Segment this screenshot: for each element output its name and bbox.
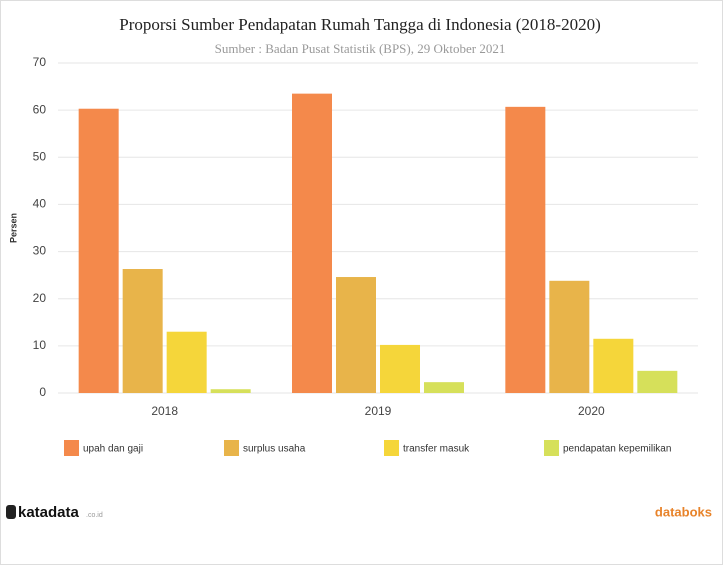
y-tick-label: 40 <box>33 197 47 211</box>
bar <box>424 382 464 393</box>
y-tick-label: 70 <box>33 55 47 69</box>
bar <box>593 338 634 393</box>
y-tick-label: 60 <box>33 102 47 116</box>
y-tick-label: 50 <box>33 149 47 163</box>
bar <box>210 389 251 393</box>
legend-swatch <box>64 440 79 456</box>
x-tick-label: 2020 <box>578 404 605 418</box>
bar <box>166 331 207 393</box>
bar <box>549 280 590 393</box>
left-logo: katadata <box>18 504 80 521</box>
logo-icon <box>6 505 16 519</box>
y-tick-label: 0 <box>39 385 46 399</box>
chart-title: Proporsi Sumber Pendapatan Rumah Tangga … <box>119 15 601 34</box>
left-logo-suffix: .co.id <box>86 512 103 519</box>
y-tick-label: 20 <box>33 291 47 305</box>
bar <box>122 269 163 393</box>
bar <box>292 93 332 394</box>
y-tick-label: 10 <box>33 338 47 352</box>
legend-swatch <box>224 440 239 456</box>
chart-subtitle: Sumber : Badan Pusat Statistik (BPS), 29… <box>215 41 506 56</box>
bar <box>380 344 420 393</box>
legend-swatch <box>544 440 559 456</box>
x-tick-label: 2018 <box>151 404 178 418</box>
bar <box>505 106 546 393</box>
bar <box>78 108 119 393</box>
y-axis-label: Persen <box>8 213 18 243</box>
bar <box>637 370 678 393</box>
y-tick-label: 30 <box>33 244 47 258</box>
legend-label: pendapatan kepemilikan <box>563 444 671 455</box>
bar <box>336 277 376 393</box>
legend-label: surplus usaha <box>243 444 306 455</box>
legend-swatch <box>384 440 399 456</box>
right-logo: databoks <box>655 504 712 519</box>
legend-label: transfer masuk <box>403 444 470 455</box>
x-tick-label: 2019 <box>365 404 392 418</box>
legend-label: upah dan gaji <box>83 444 143 455</box>
